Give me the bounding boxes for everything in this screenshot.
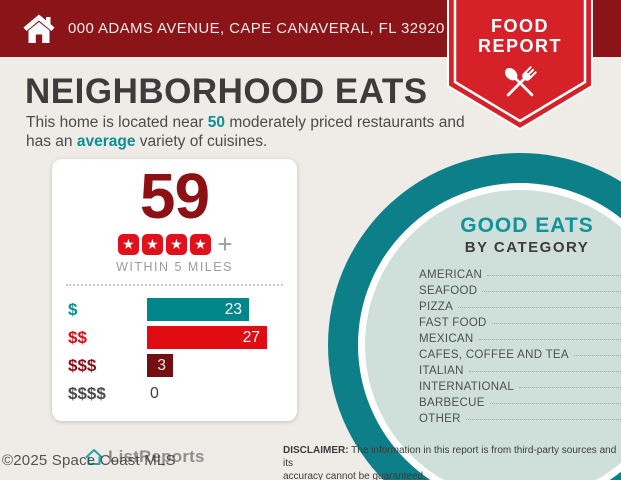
intro-text: This home is located near 50 moderately … <box>26 113 486 151</box>
bar-row-four-dollar: $$$$ 0 <box>68 382 283 405</box>
dot-leader <box>458 307 621 308</box>
bar-row-three-dollar: $$$ 3 <box>68 354 283 377</box>
dot-leader <box>465 419 621 420</box>
fork-and-spoon-icon <box>504 66 537 97</box>
dot-leader <box>478 339 621 340</box>
food-report-ribbon: FOOD REPORT <box>447 0 593 132</box>
good-eats-subtitle: BY CATEGORY <box>464 239 590 256</box>
listreports-logo-text: ListReports <box>108 447 205 466</box>
bar-row-two-dollar: $$ 27 <box>68 326 283 349</box>
category-row: MEXICAN5 <box>419 331 621 347</box>
category-row: ITALIAN3 <box>419 363 621 379</box>
bar-label: $ <box>68 299 78 319</box>
bar-label: $$$ <box>68 355 97 375</box>
category-row: PIZZA7 <box>419 299 621 315</box>
intro-line1: This home is located near 50 moderately … <box>26 114 465 131</box>
good-eats-panel: GOOD EATS BY CATEGORY AMERICAN8 SEAFOOD8… <box>403 214 621 427</box>
category-row: OTHER9 <box>419 411 621 427</box>
listreports-house-icon <box>85 449 103 465</box>
bar-value-zero: 0 <box>150 384 159 402</box>
dot-leader <box>482 291 621 292</box>
disclaimer-label: DISCLAIMER: <box>283 445 349 456</box>
dot-leader <box>573 355 621 356</box>
category-row: FAST FOOD5 <box>419 315 621 331</box>
listreports-logo: ListReports <box>84 447 205 467</box>
ribbon-title-line2: REPORT <box>477 36 562 56</box>
star-rating: ★ ★ ★ ★ <box>116 233 212 255</box>
dot-leader <box>519 387 621 388</box>
radius-label: WITHIN 5 MILES <box>116 260 233 274</box>
restaurant-stats-card: 59 ★ ★ ★ ★ + WITHIN 5 MILES $ 23 $$ 27 $$$ … <box>52 159 297 421</box>
restaurant-count-accent: 50 <box>207 114 226 131</box>
plus-sign: + <box>217 229 233 259</box>
category-row: BARBECUE3 <box>419 395 621 411</box>
bar-fill: 23 <box>147 298 249 321</box>
bar-value: 3 <box>157 356 166 374</box>
category-row: INTERNATIONAL3 <box>419 379 621 395</box>
page-title: NEIGHBORHOOD EATS <box>25 72 428 111</box>
dot-leader <box>491 323 621 324</box>
property-address: 000 ADAMS AVENUE, CAPE CANAVERAL, FL 329… <box>68 20 445 37</box>
star-icon: ★ <box>141 233 163 255</box>
category-list: AMERICAN8 SEAFOOD8 PIZZA7 FAST FOOD5 MEX… <box>419 267 621 427</box>
disclaimer-line2: accuracy cannot be guaranteed. <box>283 471 426 480</box>
bar-fill: 3 <box>147 354 173 377</box>
stars-row: ★ ★ ★ ★ + <box>52 229 297 259</box>
price-tier-bar-chart: $ 23 $$ 27 $$$ 3 $$$$ 0 <box>68 298 283 405</box>
restaurant-total-count: 59 <box>139 160 210 232</box>
bar-value: 23 <box>224 300 242 318</box>
house-icon <box>23 14 55 43</box>
ribbon-shape <box>447 0 593 131</box>
star-icon: ★ <box>189 233 211 255</box>
category-row: SEAFOOD8 <box>419 283 621 299</box>
category-row: AMERICAN8 <box>419 267 621 283</box>
disclaimer-text: DISCLAIMER: The information in this repo… <box>283 444 618 480</box>
bar-label: $$$$ <box>68 383 106 403</box>
star-icon: ★ <box>165 233 187 255</box>
ribbon-title-line1: FOOD <box>491 16 549 36</box>
intro-line2: has an average variety of cuisines. <box>26 133 268 150</box>
good-eats-title: GOOD EATS <box>460 214 594 237</box>
bar-fill: 27 <box>147 326 267 349</box>
bar-label: $$ <box>68 327 87 347</box>
dotted-divider <box>66 284 283 286</box>
variety-accent: average <box>76 133 136 150</box>
dot-leader <box>489 403 621 404</box>
bar-row-one-dollar: $ 23 <box>68 298 283 321</box>
mls-watermark: ©2025 Space Coast MLS <box>2 452 176 469</box>
category-row: CAFES, COFFEE AND TEA5 <box>419 347 621 363</box>
dot-leader <box>487 275 621 276</box>
good-eats-circle <box>358 183 621 480</box>
bar-value: 27 <box>242 328 260 346</box>
dot-leader <box>468 371 621 372</box>
star-icon: ★ <box>117 233 139 255</box>
